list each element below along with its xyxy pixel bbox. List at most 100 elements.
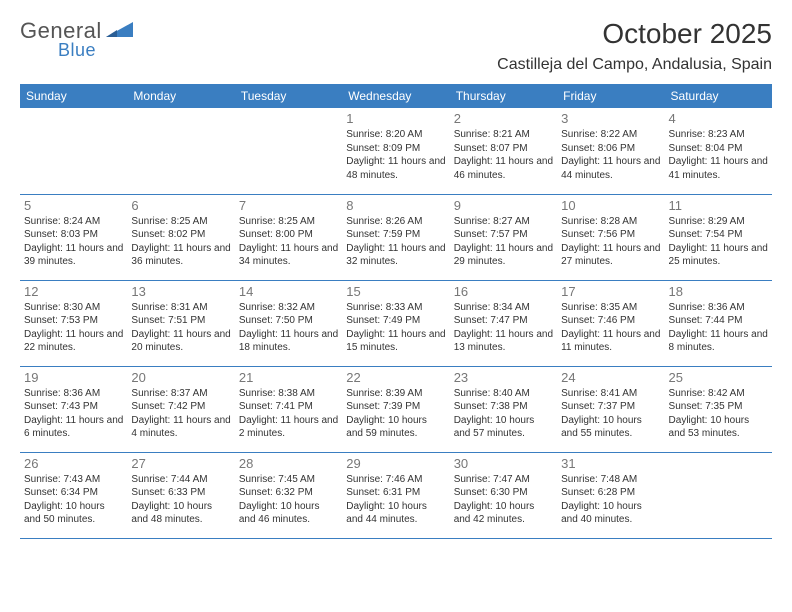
calendar-row: 1 Sunrise: 8:20 AMSunset: 8:09 PMDaylight…	[20, 108, 772, 194]
day-number: 29	[346, 456, 445, 471]
day-header: Tuesday	[235, 84, 342, 108]
calendar-cell	[127, 108, 234, 194]
day-header: Wednesday	[342, 84, 449, 108]
day-info: Sunrise: 7:43 AMSunset: 6:34 PMDaylight:…	[24, 473, 123, 527]
day-header: Friday	[557, 84, 664, 108]
calendar-cell: 4 Sunrise: 8:23 AMSunset: 8:04 PMDaylight…	[665, 108, 772, 194]
day-info: Sunrise: 8:39 AMSunset: 7:39 PMDaylight:…	[346, 387, 445, 441]
day-info: Sunrise: 8:30 AMSunset: 7:53 PMDaylight:…	[24, 301, 123, 355]
day-number: 17	[561, 284, 660, 299]
day-number: 27	[131, 456, 230, 471]
day-info: Sunrise: 7:47 AMSunset: 6:30 PMDaylight:…	[454, 473, 553, 527]
logo-triangle-icon	[106, 20, 134, 43]
day-number: 1	[346, 111, 445, 126]
calendar-cell: 29Sunrise: 7:46 AMSunset: 6:31 PMDayligh…	[342, 452, 449, 538]
day-info: Sunrise: 8:26 AMSunset: 7:59 PMDaylight:…	[346, 215, 445, 269]
day-info: Sunrise: 8:36 AMSunset: 7:43 PMDaylight:…	[24, 387, 123, 441]
calendar-cell: 19 Sunrise: 8:36 AMSunset: 7:43 PMDayligh…	[20, 366, 127, 452]
day-number: 26	[24, 456, 123, 471]
calendar-cell: 21Sunrise: 8:38 AMSunset: 7:41 PMDayligh…	[235, 366, 342, 452]
day-number: 5	[24, 198, 123, 213]
day-header: Sunday	[20, 84, 127, 108]
calendar-cell: 1 Sunrise: 8:20 AMSunset: 8:09 PMDaylight…	[342, 108, 449, 194]
calendar-cell: 31 Sunrise: 7:48 AMSunset: 6:28 PMDayligh…	[557, 452, 664, 538]
logo-sub: Blue	[20, 40, 96, 61]
calendar-cell: 28Sunrise: 7:45 AMSunset: 6:32 PMDayligh…	[235, 452, 342, 538]
calendar-cell: 15 Sunrise: 8:33 AMSunset: 7:49 PMDayligh…	[342, 280, 449, 366]
calendar-cell: 22 Sunrise: 8:39 AMSunset: 7:39 PMDayligh…	[342, 366, 449, 452]
day-info: Sunrise: 8:27 AMSunset: 7:57 PMDaylight:…	[454, 215, 553, 269]
location: Castilleja del Campo, Andalusia, Spain	[497, 56, 772, 74]
calendar-cell	[235, 108, 342, 194]
day-header: Thursday	[450, 84, 557, 108]
day-number: 12	[24, 284, 123, 299]
day-header-row: Sunday Monday Tuesday Wednesday Thursday…	[20, 84, 772, 108]
day-number: 30	[454, 456, 553, 471]
day-number: 24	[561, 370, 660, 385]
day-number: 18	[669, 284, 768, 299]
day-info: Sunrise: 8:22 AMSunset: 8:06 PMDaylight:…	[561, 128, 660, 182]
day-info: Sunrise: 8:29 AMSunset: 7:54 PMDaylight:…	[669, 215, 768, 269]
calendar-body: 1 Sunrise: 8:20 AMSunset: 8:09 PMDaylight…	[20, 108, 772, 538]
day-number: 6	[131, 198, 230, 213]
day-number: 11	[669, 198, 768, 213]
day-info: Sunrise: 8:25 AMSunset: 8:00 PMDaylight:…	[239, 215, 338, 269]
day-info: Sunrise: 8:20 AMSunset: 8:09 PMDaylight:…	[346, 128, 445, 182]
day-info: Sunrise: 8:21 AMSunset: 8:07 PMDaylight:…	[454, 128, 553, 182]
calendar-cell: 24 Sunrise: 8:41 AMSunset: 7:37 PMDayligh…	[557, 366, 664, 452]
calendar-cell: 8Sunrise: 8:26 AMSunset: 7:59 PMDaylight…	[342, 194, 449, 280]
day-info: Sunrise: 8:41 AMSunset: 7:37 PMDaylight:…	[561, 387, 660, 441]
day-header: Monday	[127, 84, 234, 108]
day-number: 15	[346, 284, 445, 299]
day-info: Sunrise: 8:37 AMSunset: 7:42 PMDaylight:…	[131, 387, 230, 441]
calendar-cell: 30 Sunrise: 7:47 AMSunset: 6:30 PMDayligh…	[450, 452, 557, 538]
logo-text-blue: Blue	[58, 40, 96, 60]
day-info: Sunrise: 8:24 AMSunset: 8:03 PMDaylight:…	[24, 215, 123, 269]
calendar-cell	[665, 452, 772, 538]
calendar-cell: 13Sunrise: 8:31 AMSunset: 7:51 PMDayligh…	[127, 280, 234, 366]
calendar-cell: 26 Sunrise: 7:43 AMSunset: 6:34 PMDayligh…	[20, 452, 127, 538]
calendar-cell: 23Sunrise: 8:40 AMSunset: 7:38 PMDayligh…	[450, 366, 557, 452]
day-info: Sunrise: 8:36 AMSunset: 7:44 PMDaylight:…	[669, 301, 768, 355]
calendar-cell	[20, 108, 127, 194]
calendar-cell: 11 Sunrise: 8:29 AMSunset: 7:54 PMDayligh…	[665, 194, 772, 280]
calendar-cell: 3 Sunrise: 8:22 AMSunset: 8:06 PMDaylight…	[557, 108, 664, 194]
calendar-table: Sunday Monday Tuesday Wednesday Thursday…	[20, 84, 772, 539]
day-number: 22	[346, 370, 445, 385]
day-number: 31	[561, 456, 660, 471]
calendar-cell: 20 Sunrise: 8:37 AMSunset: 7:42 PMDayligh…	[127, 366, 234, 452]
calendar-cell: 25 Sunrise: 8:42 AMSunset: 7:35 PMDayligh…	[665, 366, 772, 452]
calendar-cell: 2 Sunrise: 8:21 AMSunset: 8:07 PMDaylight…	[450, 108, 557, 194]
calendar-cell: 27Sunrise: 7:44 AMSunset: 6:33 PMDayligh…	[127, 452, 234, 538]
calendar-cell: 5 Sunrise: 8:24 AMSunset: 8:03 PMDaylight…	[20, 194, 127, 280]
calendar-cell: 14Sunrise: 8:32 AMSunset: 7:50 PMDayligh…	[235, 280, 342, 366]
calendar-cell: 10Sunrise: 8:28 AMSunset: 7:56 PMDayligh…	[557, 194, 664, 280]
day-info: Sunrise: 8:38 AMSunset: 7:41 PMDaylight:…	[239, 387, 338, 441]
day-number: 28	[239, 456, 338, 471]
day-number: 25	[669, 370, 768, 385]
day-info: Sunrise: 8:40 AMSunset: 7:38 PMDaylight:…	[454, 387, 553, 441]
day-info: Sunrise: 8:33 AMSunset: 7:49 PMDaylight:…	[346, 301, 445, 355]
day-number: 3	[561, 111, 660, 126]
calendar-row: 5 Sunrise: 8:24 AMSunset: 8:03 PMDaylight…	[20, 194, 772, 280]
day-number: 19	[24, 370, 123, 385]
day-info: Sunrise: 8:35 AMSunset: 7:46 PMDaylight:…	[561, 301, 660, 355]
calendar-cell: 6Sunrise: 8:25 AMSunset: 8:02 PMDaylight…	[127, 194, 234, 280]
day-number: 4	[669, 111, 768, 126]
day-number: 14	[239, 284, 338, 299]
calendar-row: 12 Sunrise: 8:30 AMSunset: 7:53 PMDayligh…	[20, 280, 772, 366]
calendar-cell: 18 Sunrise: 8:36 AMSunset: 7:44 PMDayligh…	[665, 280, 772, 366]
month-title: October 2025	[497, 18, 772, 50]
day-number: 13	[131, 284, 230, 299]
day-info: Sunrise: 8:34 AMSunset: 7:47 PMDaylight:…	[454, 301, 553, 355]
day-number: 7	[239, 198, 338, 213]
day-info: Sunrise: 8:23 AMSunset: 8:04 PMDaylight:…	[669, 128, 768, 182]
day-info: Sunrise: 8:42 AMSunset: 7:35 PMDaylight:…	[669, 387, 768, 441]
calendar-cell: 12 Sunrise: 8:30 AMSunset: 7:53 PMDayligh…	[20, 280, 127, 366]
calendar-cell: 9Sunrise: 8:27 AMSunset: 7:57 PMDaylight…	[450, 194, 557, 280]
day-info: Sunrise: 7:48 AMSunset: 6:28 PMDaylight:…	[561, 473, 660, 527]
calendar-cell: 7 Sunrise: 8:25 AMSunset: 8:00 PMDaylight…	[235, 194, 342, 280]
title-block: October 2025 Castilleja del Campo, Andal…	[497, 18, 772, 74]
day-number: 2	[454, 111, 553, 126]
day-number: 20	[131, 370, 230, 385]
